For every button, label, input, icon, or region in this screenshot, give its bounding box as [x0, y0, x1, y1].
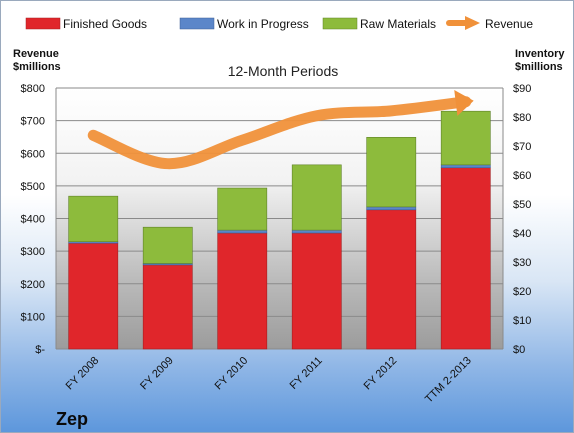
bar-work-in-progress [291, 229, 342, 234]
bar-raw-materials [366, 137, 417, 208]
bar-finished-goods [291, 232, 342, 350]
legend: Finished Goods Work in Progress Raw Mate… [25, 16, 533, 31]
bars [68, 110, 491, 350]
legend-swatch-finished-goods [25, 17, 61, 30]
right-tick-label: $90 [513, 83, 531, 95]
right-tick-label: $20 [513, 286, 531, 298]
legend-revenue-arrowhead [465, 16, 480, 30]
revenue-line [87, 96, 472, 170]
grid-lines [55, 87, 504, 350]
right-tick-label: $10 [513, 315, 531, 327]
bar-finished-goods [440, 167, 491, 350]
right-tick-label: $60 [513, 170, 531, 182]
left-tick-label: $100 [21, 311, 45, 323]
x-tick-label: FY 2010 [213, 355, 251, 393]
right-tick-label: $0 [513, 344, 525, 356]
left-tick-label: $- [35, 344, 45, 356]
x-tick-label: FY 2011 [288, 355, 325, 392]
left-tick-label: $800 [21, 83, 45, 95]
left-tick-label: $500 [21, 181, 45, 193]
left-tick-label: $700 [21, 116, 45, 128]
x-tick-label: FY 2012 [362, 355, 400, 393]
legend-label-raw-materials: Raw Materials [360, 17, 436, 31]
x-axis-ticks: FY 2008 FY 2009 FY 2010 FY 2011 FY 2012 TTM 2… [64, 355, 474, 406]
x-tick-label: FY 2009 [138, 355, 176, 393]
left-axis-title-line2: $millions [13, 61, 61, 73]
left-tick-label: $300 [21, 246, 45, 258]
x-tick-label: FY 2008 [64, 355, 102, 393]
left-axis-title-line1: Revenue [13, 48, 59, 60]
left-tick-label: $200 [21, 279, 45, 291]
bar-raw-materials [68, 195, 119, 242]
bar-work-in-progress [440, 164, 491, 169]
right-tick-label: $80 [513, 112, 531, 124]
bar-finished-goods [366, 209, 417, 350]
bar-raw-materials [217, 187, 268, 231]
bar-work-in-progress [217, 229, 268, 234]
bar-work-in-progress [366, 206, 417, 211]
company-name: Zep [56, 409, 88, 429]
right-tick-label: $70 [513, 141, 531, 153]
right-tick-label: $30 [513, 257, 531, 269]
bar-finished-goods [142, 264, 193, 350]
chart-subtitle: 12-Month Periods [228, 63, 339, 79]
bar-raw-materials [291, 164, 342, 231]
bar-raw-materials [440, 110, 491, 166]
left-tick-label: $400 [21, 214, 45, 226]
legend-label-revenue: Revenue [485, 17, 533, 31]
legend-swatch-raw-materials [322, 17, 358, 30]
x-tick-label: TTM 2-2013 [423, 355, 474, 406]
left-axis-ticks: $- $100 $200 $300 $400 $500 $600 $700 $800 [21, 83, 46, 356]
revenue-line-layer [87, 90, 474, 170]
legend-label-finished-goods: Finished Goods [63, 17, 147, 31]
bar-finished-goods [68, 242, 119, 350]
right-tick-label: $40 [513, 228, 531, 240]
legend-label-work-in-progress: Work in Progress [217, 17, 309, 31]
legend-swatch-work-in-progress [179, 17, 215, 30]
right-axis-title-line1: Inventory [515, 48, 565, 60]
left-tick-label: $600 [21, 148, 45, 160]
revenue-arrowhead [454, 90, 474, 116]
bar-raw-materials [142, 226, 193, 264]
right-axis-ticks: $0 $10 $20 $30 $40 $50 $60 $70 $80 $90 [513, 83, 531, 356]
bar-finished-goods [217, 232, 268, 350]
right-axis-title-line2: $millions [515, 61, 563, 73]
right-tick-label: $50 [513, 199, 531, 211]
